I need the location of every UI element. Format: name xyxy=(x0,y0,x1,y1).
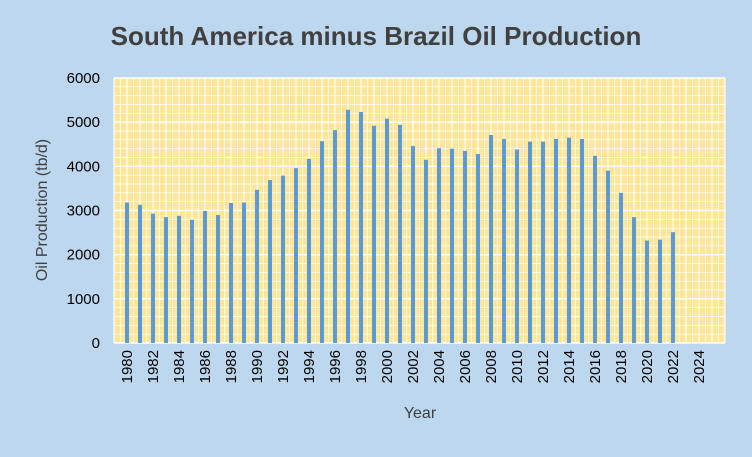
y-tick-label: 1000 xyxy=(67,291,100,308)
x-tick-label: 2022 xyxy=(665,350,682,383)
x-tick-label: 2004 xyxy=(431,350,448,383)
bar-2011 xyxy=(528,141,532,343)
x-tick-label: 1998 xyxy=(353,350,370,383)
bar-1997 xyxy=(346,109,350,343)
bar-1988 xyxy=(229,202,233,343)
y-tick-label: 2000 xyxy=(67,247,100,264)
bar-2019 xyxy=(632,217,636,343)
bar-2002 xyxy=(411,146,415,343)
x-tick-label: 2024 xyxy=(691,350,708,383)
bar-1983 xyxy=(164,217,168,343)
bar-1995 xyxy=(320,141,324,343)
bar-2021 xyxy=(658,239,662,343)
y-tick-label: 6000 xyxy=(67,70,100,87)
bar-1984 xyxy=(177,215,181,343)
y-tick-label: 3000 xyxy=(67,203,100,220)
x-tick-label: 1994 xyxy=(301,350,318,383)
bar-2006 xyxy=(463,150,467,343)
bar-2004 xyxy=(437,148,441,343)
bar-1990 xyxy=(255,189,259,343)
y-tick-label: 5000 xyxy=(67,114,100,131)
bar-1992 xyxy=(281,175,285,343)
y-axis-ticks: 0 1000 2000 3000 4000 5000 6000 xyxy=(67,70,100,352)
x-tick-label: 1996 xyxy=(327,350,344,383)
bar-2016 xyxy=(593,155,597,343)
x-axis-label: Year xyxy=(404,405,437,422)
bar-1994 xyxy=(307,158,311,343)
x-tick-label: 2016 xyxy=(587,350,604,383)
x-tick-label: 2006 xyxy=(457,350,474,383)
bar-2020 xyxy=(645,240,649,343)
bar-1989 xyxy=(242,202,246,343)
x-tick-label: 1990 xyxy=(249,350,266,383)
bar-2001 xyxy=(398,124,402,343)
x-tick-label: 1980 xyxy=(119,350,136,383)
x-tick-label: 1984 xyxy=(171,350,188,383)
gridlines xyxy=(113,77,726,344)
bar-1996 xyxy=(333,130,337,343)
x-tick-label: 2020 xyxy=(639,350,656,383)
bar-1986 xyxy=(203,210,207,343)
bar-2003 xyxy=(424,159,428,343)
x-tick-label: 2018 xyxy=(613,350,630,383)
bar-2014 xyxy=(567,137,571,343)
x-axis-ticks: 1980 1982 1984 1986 1988 1990 1992 1994 1996 1998… xyxy=(119,350,708,383)
bar-1981 xyxy=(138,204,142,343)
bar-1999 xyxy=(372,125,376,343)
x-tick-label: 1992 xyxy=(275,350,292,383)
bar-2013 xyxy=(554,138,558,343)
bar-1982 xyxy=(151,213,155,343)
y-tick-label: 0 xyxy=(92,335,100,352)
y-axis-label: Oil Production (tb/d) xyxy=(34,139,51,281)
bar-1987 xyxy=(216,214,220,343)
bar-1991 xyxy=(268,180,272,343)
bar-2005 xyxy=(450,148,454,343)
bar-2012 xyxy=(541,141,545,343)
x-tick-label: 1986 xyxy=(197,350,214,383)
bar-2022 xyxy=(671,232,675,343)
x-tick-label: 2012 xyxy=(535,350,552,383)
chart-title: South America minus Brazil Oil Productio… xyxy=(111,21,642,51)
x-tick-label: 2002 xyxy=(405,350,422,383)
bar-2018 xyxy=(619,192,623,343)
x-tick-label: 2000 xyxy=(379,350,396,383)
bar-1985 xyxy=(190,219,194,343)
x-tick-label: 1982 xyxy=(145,350,162,383)
bar-2010 xyxy=(515,149,519,343)
bar-1993 xyxy=(294,168,298,343)
bar-2009 xyxy=(502,138,506,343)
x-tick-label: 2010 xyxy=(509,350,526,383)
bars xyxy=(125,109,675,343)
bar-1980 xyxy=(125,202,129,343)
bar-1998 xyxy=(359,112,363,343)
bar-2017 xyxy=(606,170,610,343)
bar-2015 xyxy=(580,138,584,343)
bar-2000 xyxy=(385,118,389,343)
bar-2007 xyxy=(476,153,480,343)
y-tick-label: 4000 xyxy=(67,158,100,175)
x-tick-label: 2008 xyxy=(483,350,500,383)
x-tick-label: 2014 xyxy=(561,350,578,383)
x-tick-label: 1988 xyxy=(223,350,240,383)
bar-2008 xyxy=(489,134,493,343)
